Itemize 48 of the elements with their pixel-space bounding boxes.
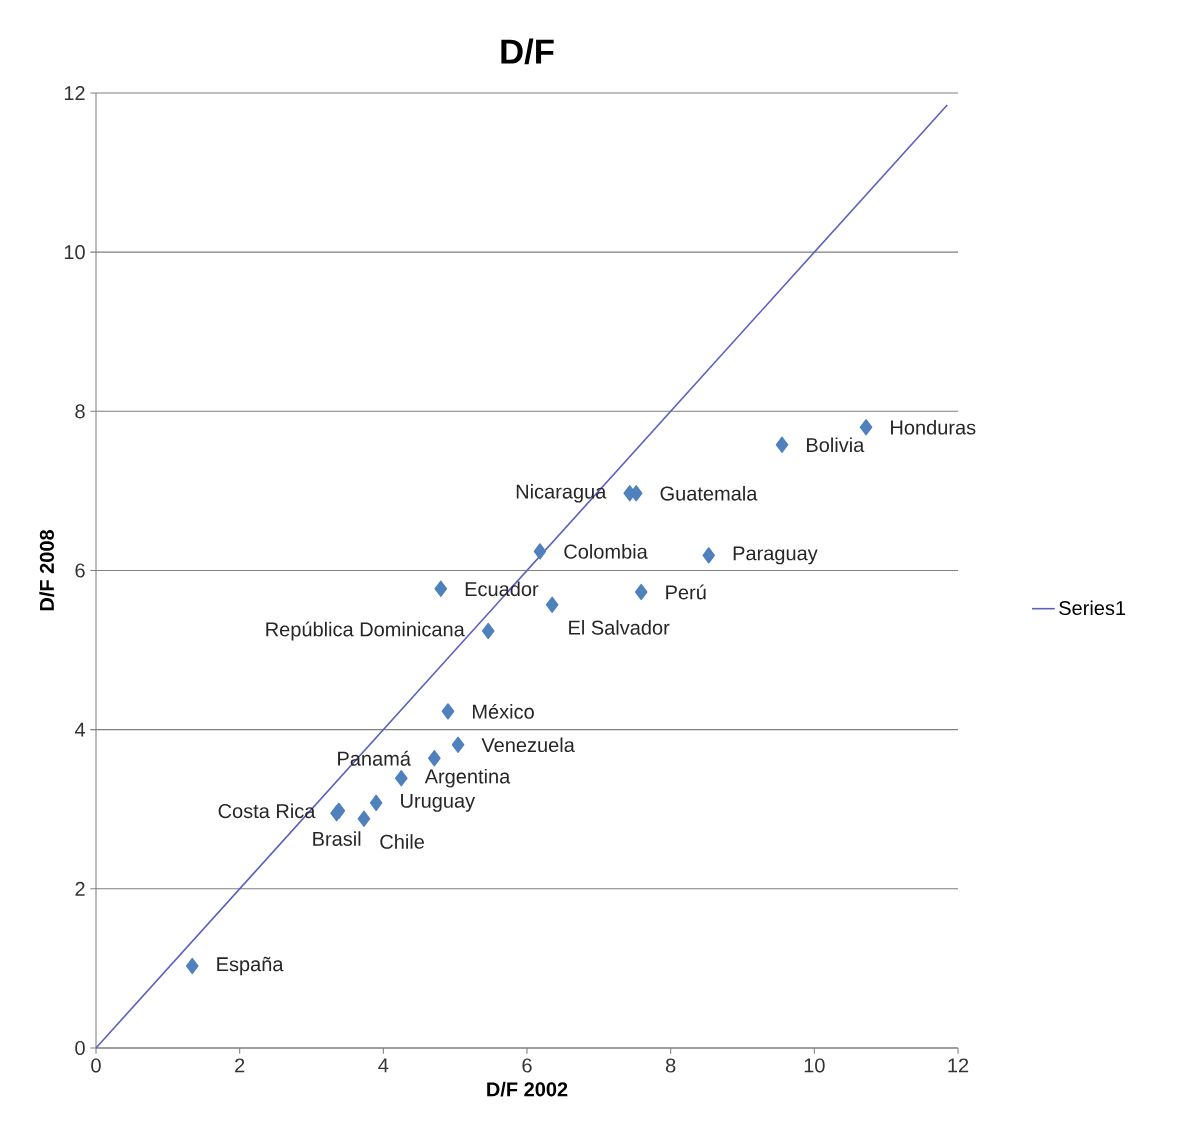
- point: [395, 770, 408, 787]
- chart-title: D/F: [501, 38, 554, 65]
- point: [481, 622, 495, 640]
- point: [369, 794, 383, 811]
- x-axis-title: D/F 2002: [487, 1081, 568, 1097]
- x-tick-label: 0: [91, 1058, 101, 1073]
- y-tick-label: 10: [64, 245, 85, 260]
- point: [441, 703, 455, 720]
- point: [533, 543, 547, 560]
- annotation: México: [473, 703, 534, 719]
- y-tick-label: 8: [75, 404, 85, 419]
- point: [357, 810, 371, 827]
- y-tick-label: 6: [75, 563, 85, 578]
- annotation: Brasil: [313, 831, 361, 846]
- point: [451, 736, 465, 753]
- x-tick-label: 2: [235, 1058, 245, 1073]
- point: [185, 957, 199, 975]
- y-tick-label: 12: [64, 86, 85, 100]
- annotation: Argentina: [424, 768, 511, 788]
- y-tick-label: 0: [75, 1040, 85, 1056]
- x-tick-label: 12: [948, 1058, 969, 1073]
- x-tick-label: 10: [804, 1058, 825, 1073]
- annotation: España: [217, 956, 284, 976]
- point: [775, 436, 789, 453]
- annotation: Bolivia: [807, 437, 865, 453]
- point: [634, 583, 648, 601]
- annotation: Chile: [380, 834, 424, 849]
- annotation: República Dominicana: [266, 621, 465, 641]
- annotation: Paraguay: [733, 546, 818, 565]
- annotation: Uruguay: [401, 793, 476, 812]
- x-tick-label: 6: [522, 1058, 532, 1073]
- point: [434, 580, 448, 597]
- point: [428, 750, 441, 767]
- annotation: Colombia: [564, 544, 648, 559]
- x-tick-label: 8: [665, 1058, 676, 1073]
- annotation: Guatemala: [660, 485, 758, 501]
- annotation: Perú: [666, 584, 706, 600]
- y-tick-label: 2: [75, 881, 85, 896]
- point: [859, 419, 873, 436]
- x-tick-label: 4: [378, 1058, 389, 1073]
- point: [545, 596, 559, 613]
- annotation: Honduras: [891, 419, 976, 435]
- annotation: Venezuela: [481, 737, 575, 753]
- y-tick-label: 4: [74, 722, 86, 737]
- y-axis-title: D/F 2008: [39, 530, 55, 611]
- annotation: El Salvador: [569, 620, 670, 635]
- point: [702, 547, 716, 564]
- legend-label: Series1: [1059, 600, 1126, 616]
